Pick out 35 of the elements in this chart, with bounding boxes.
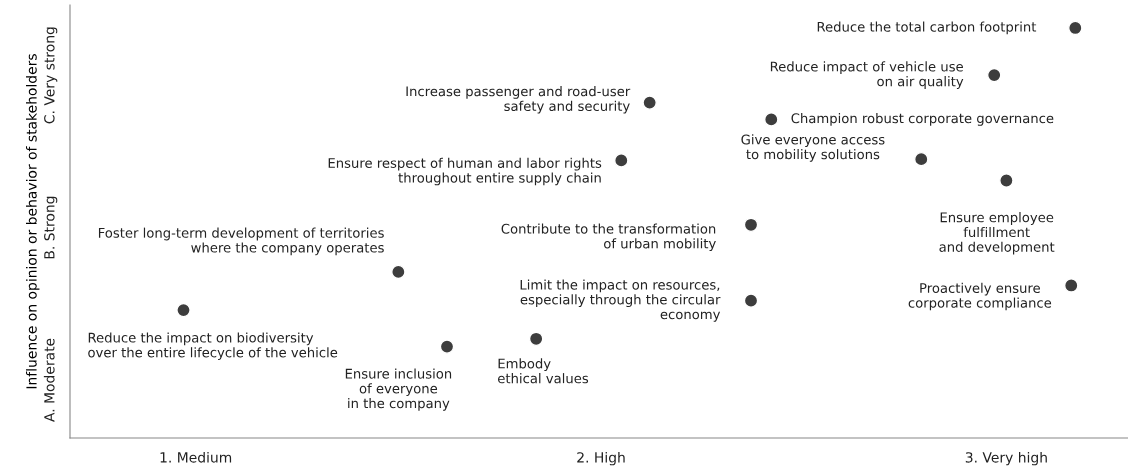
point [986,67,1002,83]
point [1068,20,1083,36]
x-tick-label: 2. High [577,451,625,466]
annotation: Increase passenger and road-user safety and security [406,86,631,114]
point [999,173,1014,188]
annotation: Ensure employee fulfillment and development [939,212,1055,255]
text: A. Moderate [43,338,55,422]
point [642,95,657,110]
annotation: Champion robust corporate governance [791,113,1054,126]
annotation: Foster long-term development of territories where the company operates [98,227,384,256]
annotation: Limit the impact on resources, especially through the circular economy [520,279,721,322]
point [763,112,779,127]
annotation: Embody ethical values [498,358,589,384]
point [913,151,929,167]
annotation: Reduce the impact on biodiversity over the entire lifecycle of the vehicle [88,332,338,360]
point [743,217,759,233]
annotation: Give everyone access to mobility solutions [741,134,885,162]
point [1063,278,1079,293]
annotation: Reduce impact of vehicle use on air quality [770,61,964,89]
point [743,293,759,308]
annotation: Proactively ensure corporate compliance [908,282,1052,311]
point [614,153,629,168]
point [439,339,455,354]
annotation: Ensure inclusion of everyone in the company [345,368,452,411]
x-tick-label: 3. Very high [965,451,1047,466]
x-tick-label: 1. Medium [160,451,232,463]
point [176,302,191,318]
point [391,264,406,280]
point [528,331,544,347]
y-axis-title: Influence on opinion or behavior of stakeholders [26,54,40,389]
annotation: Ensure respect of human and labor rights throughout entire supply chain [328,157,602,186]
text: C. Very strong [44,27,58,124]
annotation: Reduce the total carbon footprint [817,21,1037,35]
text: B. Strong [44,196,58,259]
annotation: Contribute to the transformation of urban mobility [501,223,716,252]
